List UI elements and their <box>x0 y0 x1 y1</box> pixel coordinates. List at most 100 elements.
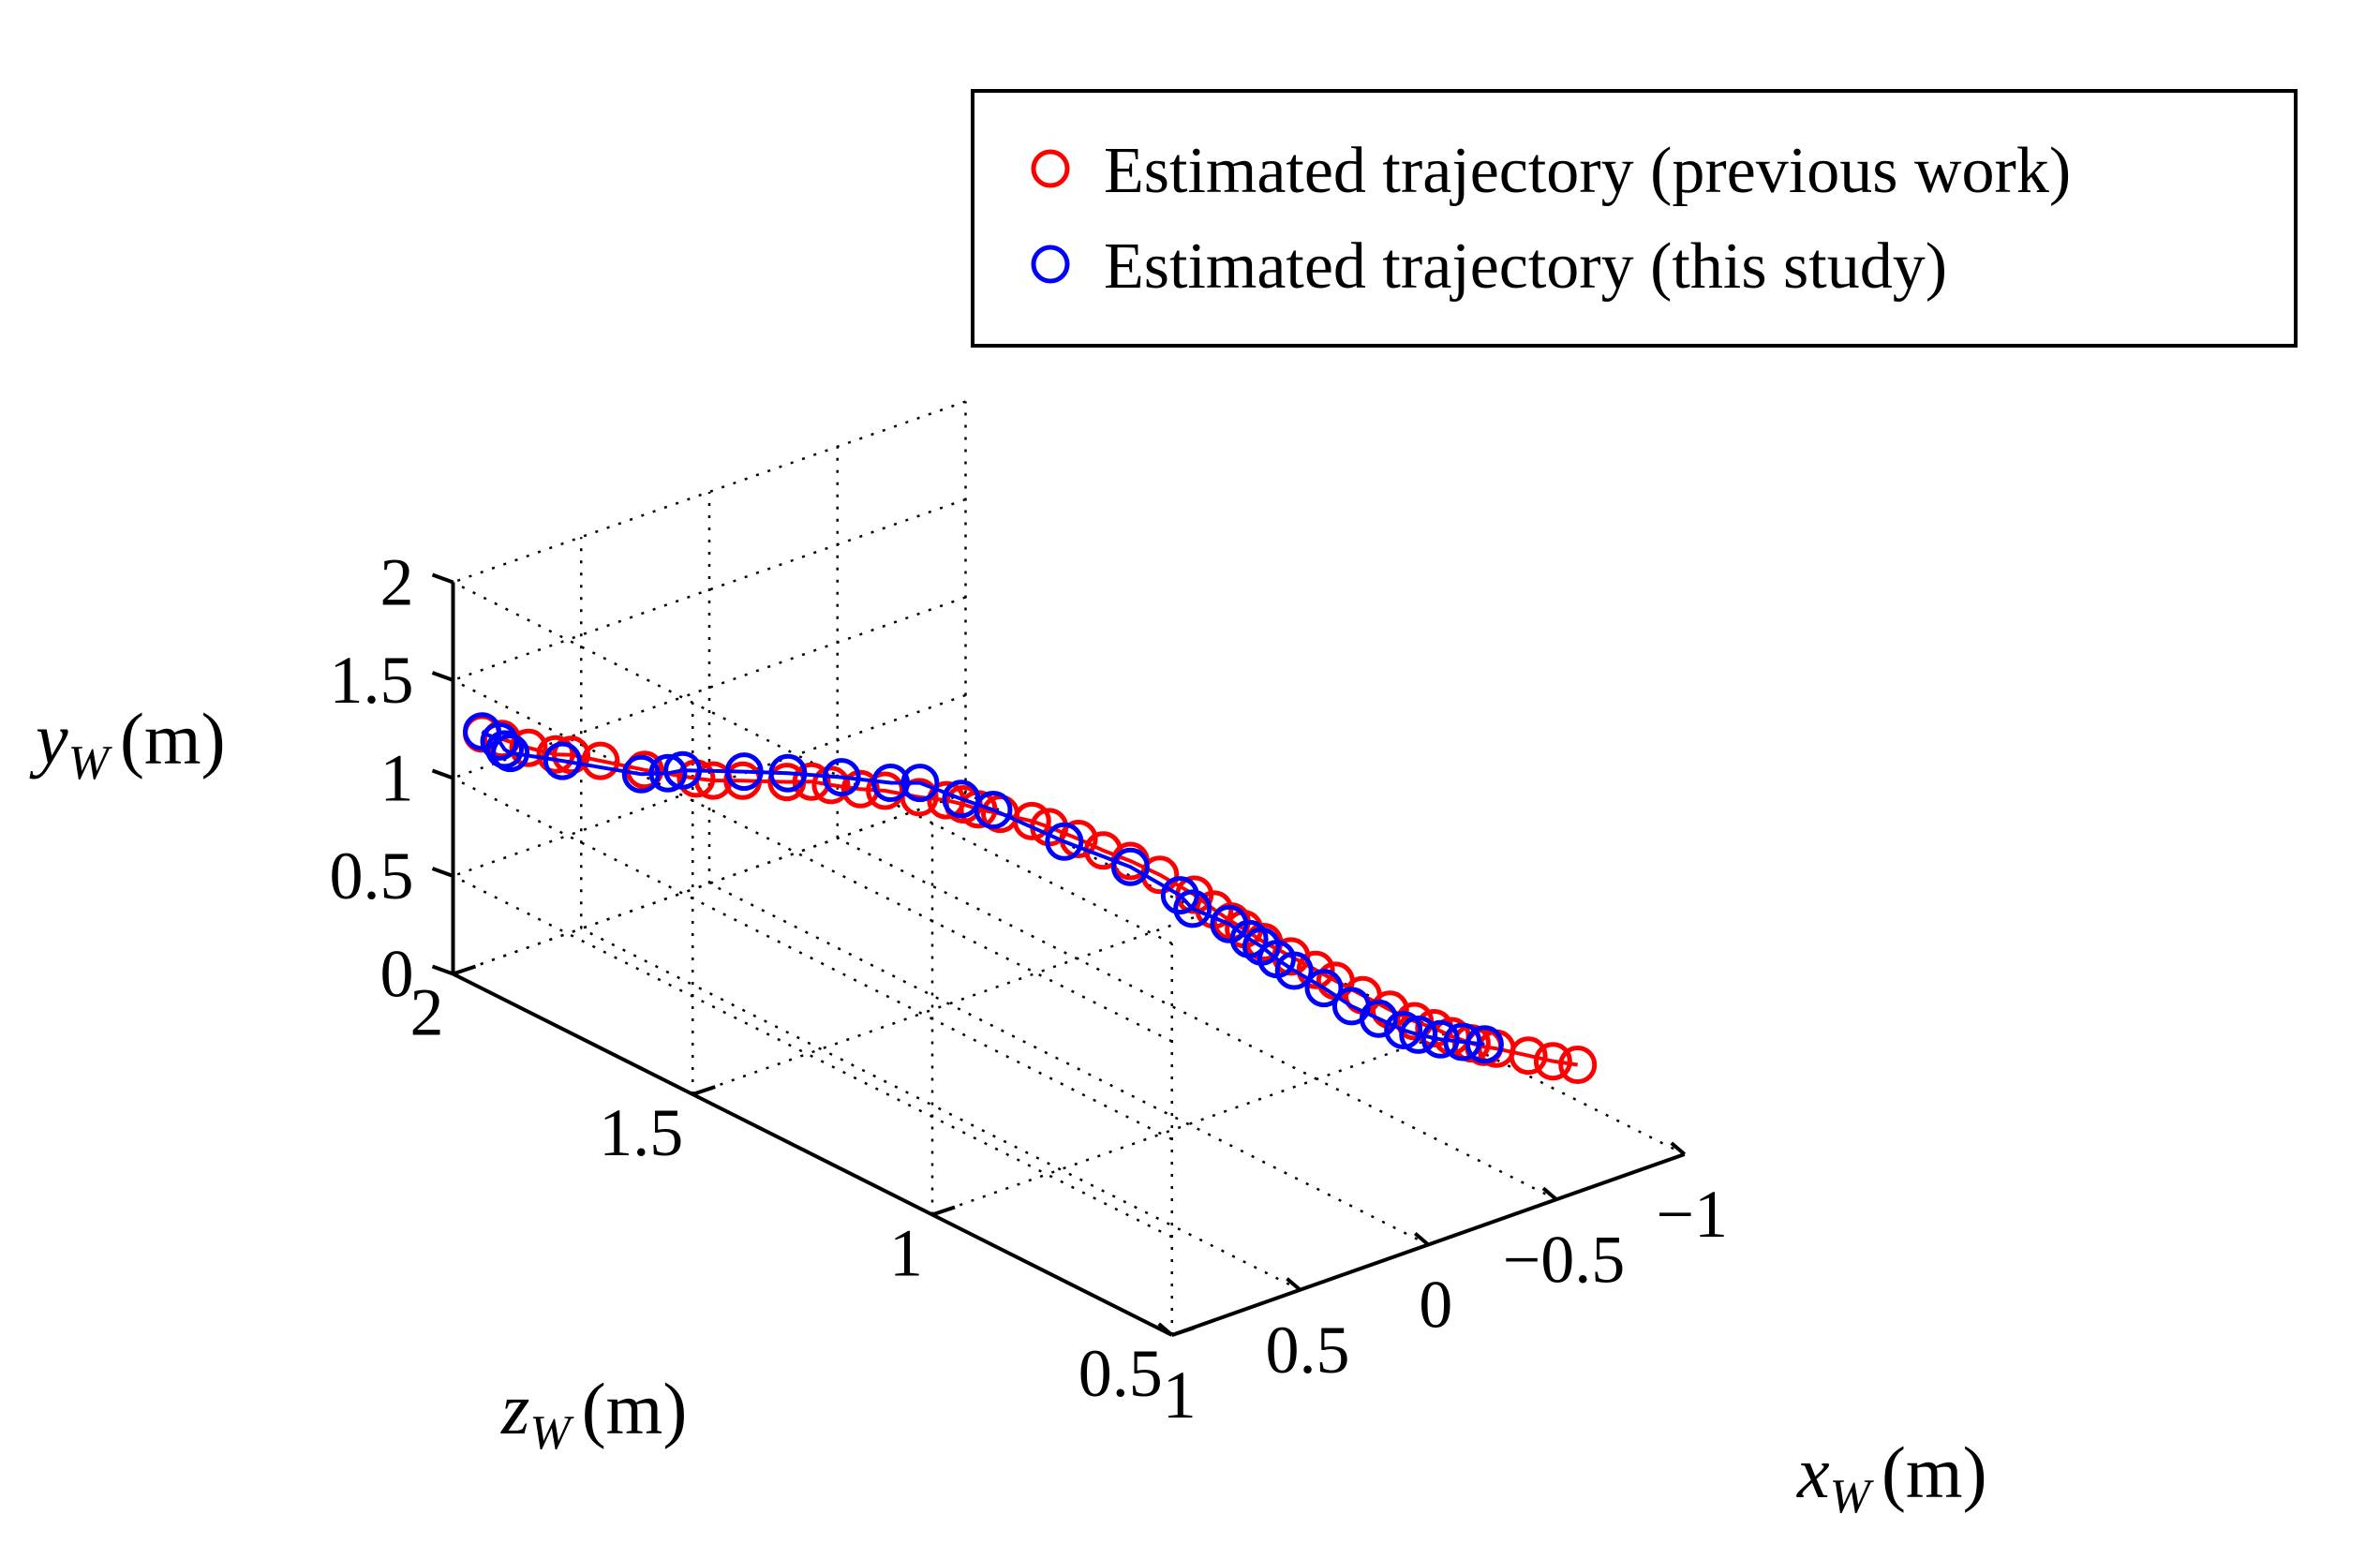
x-axis-label-unit: (m) <box>1882 1432 1987 1513</box>
x-tick <box>1413 1231 1430 1247</box>
series-0-point <box>625 750 664 790</box>
series-1-point <box>1465 1025 1504 1064</box>
y-axis-label-unit: (m) <box>120 698 226 780</box>
floor-gridline-z <box>692 912 1206 1096</box>
backwall-gridline-y <box>453 400 966 584</box>
series-1-point <box>491 734 530 773</box>
legend: Estimated trajectory (previous work) Est… <box>971 89 2298 348</box>
x-tick-label: −1 <box>1656 1177 1728 1252</box>
y-tick-label: 2 <box>380 545 414 620</box>
series-0-point <box>1509 1036 1548 1076</box>
sidewall-gridline-y <box>452 874 1173 1239</box>
x-tick-label: 1 <box>1163 1358 1197 1433</box>
series-1-point <box>1384 1011 1423 1049</box>
series-1-point <box>648 753 688 793</box>
x-tick-label: −0.5 <box>1503 1222 1626 1297</box>
sidewall-gridline-y <box>452 777 1173 1141</box>
y-tick <box>431 867 454 878</box>
series-1-point <box>1421 1019 1460 1059</box>
legend-box <box>971 89 2298 348</box>
series-1-point <box>1110 847 1150 886</box>
series-1-point <box>900 764 940 803</box>
series-1-point <box>621 754 661 794</box>
series-0-point <box>509 728 548 767</box>
x-tick <box>1670 1141 1687 1156</box>
y-axis-label-var: y <box>29 698 68 780</box>
y-tick-label: 1.5 <box>330 643 414 718</box>
y-tick-label: 1 <box>380 741 414 816</box>
series-1-point <box>480 721 519 761</box>
x-tick-label: 0.5 <box>1266 1313 1350 1388</box>
z-tick-label: 0.5 <box>1078 1336 1163 1411</box>
series-1-point <box>1399 1015 1438 1054</box>
z-axis-label-var: z <box>500 1368 529 1449</box>
series-1-point <box>1274 951 1314 990</box>
z-axis-label-unit: (m) <box>582 1368 688 1449</box>
series-1-point <box>543 741 582 780</box>
series-0-point <box>811 765 851 805</box>
x-axis-label-var: x <box>1796 1432 1830 1513</box>
x-axis-label: xW (m) <box>1796 1432 1987 1523</box>
series-1 <box>463 712 1504 1064</box>
series-1-point <box>1359 999 1398 1038</box>
series-layer <box>463 712 1598 1084</box>
series-0-point <box>1558 1046 1598 1084</box>
series-1-point <box>871 764 910 802</box>
series-0-point <box>1533 1042 1572 1081</box>
backwall-gridline-y <box>453 497 966 682</box>
backwall-gridline-y <box>453 792 966 975</box>
series-0-point <box>1370 990 1409 1030</box>
z-tick-label: 1 <box>889 1216 923 1291</box>
series-1-point <box>1304 969 1344 1008</box>
grid-layer <box>452 400 1686 1337</box>
backwall-gridline-y <box>453 693 966 878</box>
x-tick-label: 0 <box>1419 1268 1452 1343</box>
y-tick <box>431 964 454 976</box>
z-tick-label: 2 <box>410 975 444 1050</box>
series-1-point <box>768 753 808 793</box>
series-1-line <box>481 730 1485 1047</box>
series-1-point <box>822 758 861 797</box>
floor-gridline-x <box>708 882 1429 1246</box>
x-tick <box>1157 1322 1174 1337</box>
y-tick-label: 0 <box>380 937 414 1012</box>
z-tick <box>452 964 477 976</box>
z-axis-label: zW (m) <box>500 1368 687 1460</box>
z-tick <box>931 1205 956 1217</box>
legend-label-previous: Estimated trajectory (previous work) <box>1104 135 2071 207</box>
y-tick-label: 0.5 <box>330 839 414 913</box>
series-0-point <box>552 735 590 775</box>
floor-gridline-z <box>931 1032 1446 1216</box>
z-tick <box>692 1085 716 1096</box>
series-1-point <box>1443 1022 1482 1062</box>
series-0-point <box>792 762 831 801</box>
z-tick <box>1171 1326 1196 1337</box>
x-tick <box>1286 1277 1302 1292</box>
series-1-point <box>1173 889 1212 928</box>
legend-marker-previous <box>1031 149 1070 188</box>
series-1-point <box>724 752 764 792</box>
y-axis-label-sub: W <box>68 736 113 790</box>
series-1-point <box>974 791 1013 829</box>
series-0-point <box>1296 950 1335 989</box>
legend-marker-this-study <box>1031 245 1070 284</box>
series-0-point <box>536 735 575 774</box>
y-axis-label: yW (m) <box>29 698 226 790</box>
series-1-point <box>1160 876 1199 915</box>
legend-label-this-study: Estimated trajectory (this study) <box>1104 230 1947 303</box>
series-1-point <box>1045 822 1084 861</box>
floor-gridline-x <box>837 837 1557 1201</box>
y-tick <box>431 671 454 682</box>
y-tick <box>431 572 454 585</box>
z-axis-label-sub: W <box>529 1406 574 1460</box>
series-1-point <box>485 730 524 769</box>
y-tick <box>431 768 454 780</box>
x-tick <box>1541 1186 1558 1201</box>
z-tick-label: 1.5 <box>599 1095 683 1170</box>
z-axis-line <box>452 972 1173 1337</box>
series-1-point <box>663 750 703 790</box>
floor-gridline-x <box>580 928 1302 1291</box>
series-0-point <box>581 741 620 780</box>
